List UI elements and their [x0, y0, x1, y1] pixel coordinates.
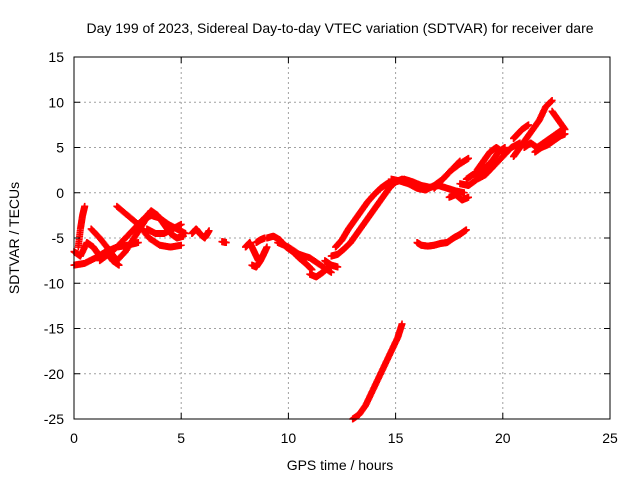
x-tick-label: 10 — [281, 430, 297, 446]
y-axis-label: SDTVAR / TECUs — [6, 182, 22, 294]
data-point — [561, 125, 569, 133]
data-point — [548, 96, 556, 104]
data-points — [70, 96, 569, 423]
data-point — [462, 226, 470, 234]
x-tick-label: 20 — [495, 430, 511, 446]
series-arc-23 — [430, 157, 464, 192]
data-point — [205, 227, 213, 235]
data-point — [456, 157, 464, 165]
data-point — [501, 144, 509, 151]
y-tick-label: -25 — [44, 411, 64, 427]
y-tick-label: 10 — [48, 94, 64, 110]
series-arc-10 — [218, 238, 230, 247]
data-point — [179, 232, 187, 240]
series-arc-17 — [321, 257, 342, 271]
chart-title: Day 199 of 2023, Sidereal Day-to-day VTE… — [86, 20, 593, 36]
x-tick-label: 0 — [70, 430, 78, 446]
series-arc-24 — [413, 226, 470, 250]
x-tick-label: 25 — [602, 430, 618, 446]
data-point — [327, 268, 335, 276]
series-arc-20 — [349, 320, 406, 423]
data-point — [261, 248, 269, 256]
y-tick-label: 15 — [48, 49, 64, 65]
x-tick-label: 15 — [388, 430, 404, 446]
y-tick-label: -5 — [52, 230, 65, 246]
data-point — [499, 148, 507, 156]
x-tick-label: 5 — [177, 430, 185, 446]
data-point — [263, 243, 271, 251]
data-point — [134, 239, 142, 247]
data-point — [460, 189, 468, 197]
series-arc-31 — [531, 130, 569, 156]
series-arc-14 — [263, 232, 316, 274]
data-point — [115, 261, 123, 269]
y-tick-label: -20 — [44, 366, 64, 382]
series-arc-12 — [248, 248, 269, 271]
series-arc-28 — [473, 144, 507, 174]
data-point — [334, 263, 342, 271]
data-point — [398, 320, 406, 328]
data-point — [222, 239, 230, 247]
series-arc-25 — [445, 191, 472, 204]
axis-ticks: 0 5 10 15 20 25 15 10 5 0 -5 -10 -15 -20 -25 — [44, 49, 618, 446]
y-tick-label: -10 — [44, 275, 64, 291]
series-arc-9 — [188, 225, 213, 242]
series-arc-18 — [327, 175, 406, 260]
series-arc-2 — [74, 202, 89, 251]
data-point — [464, 154, 472, 162]
series-arc-16 — [306, 263, 333, 281]
data-point — [177, 241, 185, 249]
series-arc-8 — [143, 220, 185, 237]
x-axis-label: GPS time / hours — [287, 457, 394, 473]
series-arc-33 — [548, 107, 569, 133]
y-tick-label: 0 — [56, 185, 64, 201]
series-arc-13 — [252, 234, 269, 247]
series-arc-19 — [332, 177, 397, 251]
data-point — [81, 202, 89, 210]
series-arc-32 — [510, 121, 533, 142]
data-point — [464, 193, 472, 201]
y-tick-label: -15 — [44, 321, 64, 337]
y-tick-label: 5 — [56, 140, 64, 156]
data-point — [525, 121, 533, 129]
data-point — [177, 220, 185, 228]
data-point — [455, 158, 463, 166]
